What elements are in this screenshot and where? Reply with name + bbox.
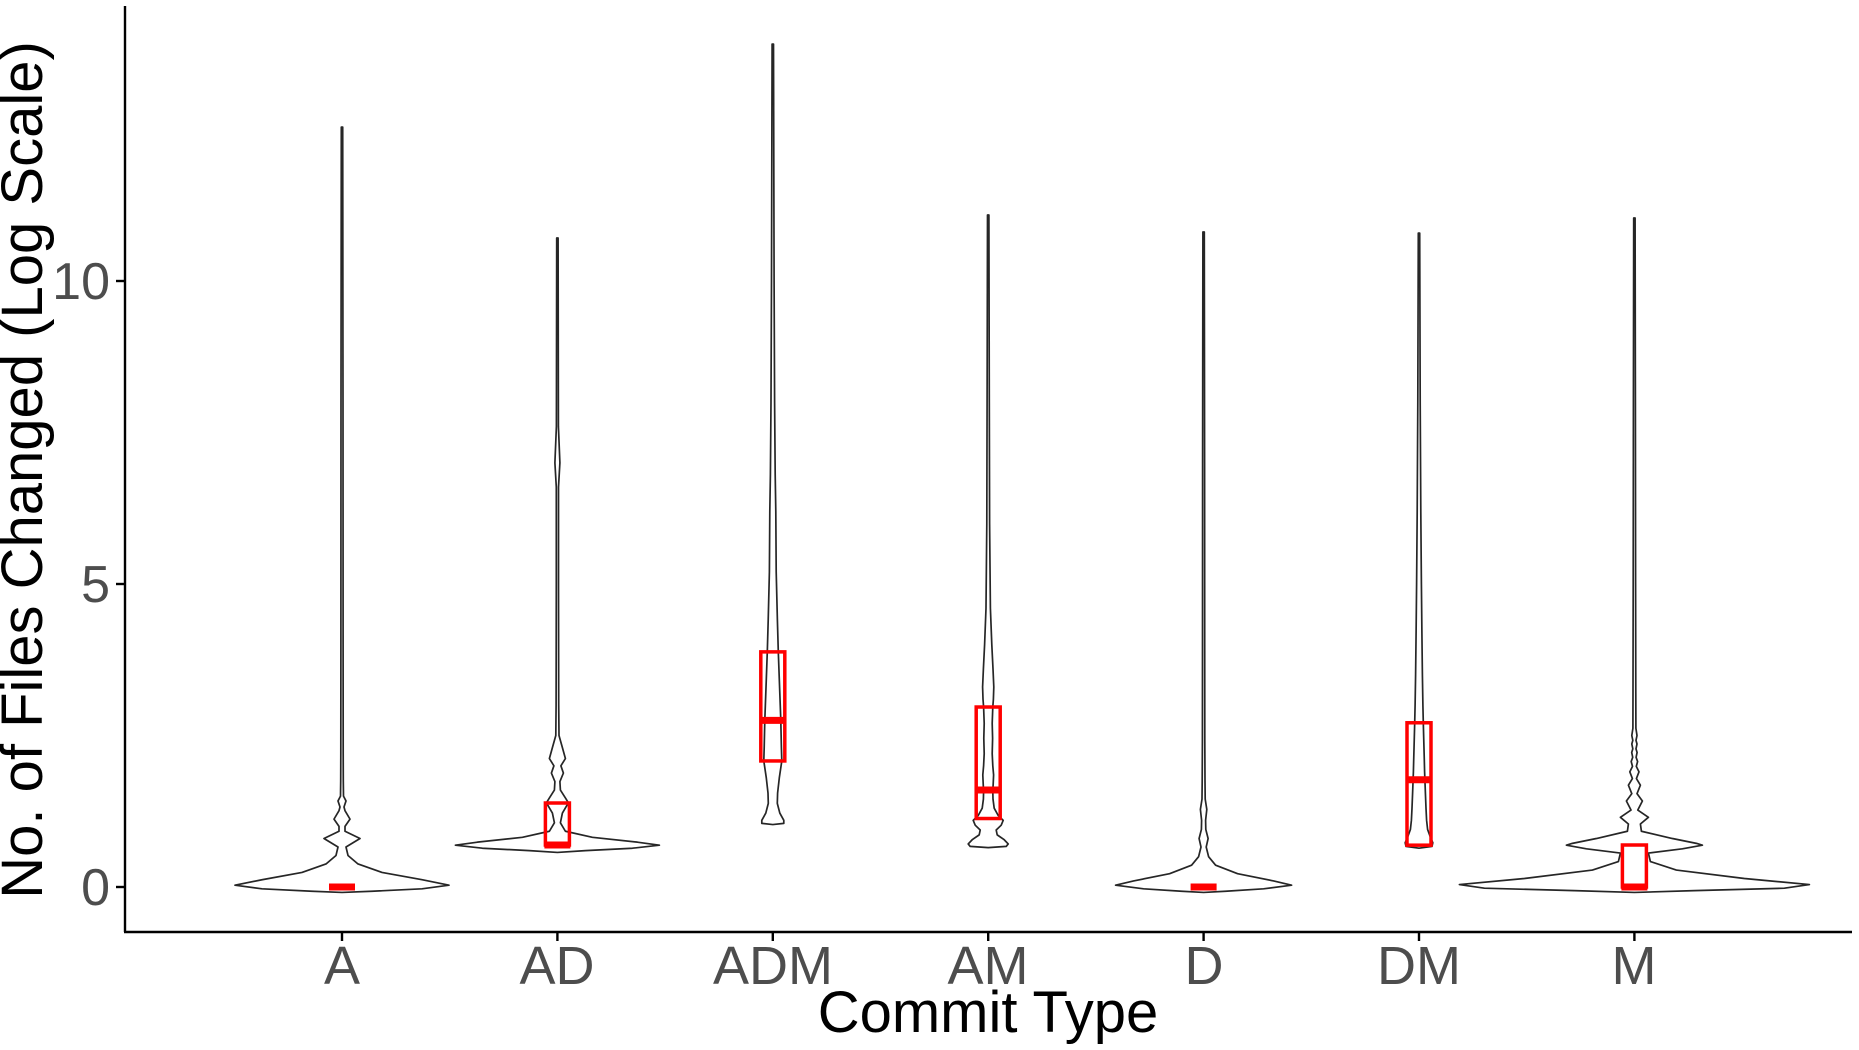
x-tick-label-am: AM	[948, 936, 1029, 996]
boxplot-layer	[329, 650, 1649, 891]
y-tick-label-5: 5	[81, 556, 110, 614]
violin-AD	[454, 237, 661, 854]
x-tick-label-a: A	[324, 936, 360, 996]
violin-layer	[234, 43, 1811, 894]
violin-A	[234, 126, 450, 894]
box-AM	[974, 705, 1002, 821]
box-ADM	[759, 650, 787, 763]
tick-mark-layer	[116, 279, 1636, 941]
violin-M	[1458, 217, 1811, 894]
x-tick-label-m: M	[1612, 936, 1657, 996]
x-axis-title: Commit Type	[818, 980, 1159, 1045]
box-DM	[1405, 721, 1433, 847]
y-axis-title: No. of Files Changed (Log Scale)	[0, 41, 55, 899]
violin-ADM	[760, 43, 785, 826]
y-tick-label-0: 0	[81, 859, 110, 917]
x-tick-label-adm: ADM	[713, 936, 833, 996]
violin-DM	[1404, 232, 1434, 850]
x-tick-label-ad: AD	[519, 936, 594, 996]
y-tick-label-10: 10	[52, 253, 110, 311]
x-tick-label-dm: DM	[1377, 936, 1461, 996]
violin-D	[1114, 231, 1293, 894]
x-tick-label-d: D	[1185, 936, 1224, 996]
